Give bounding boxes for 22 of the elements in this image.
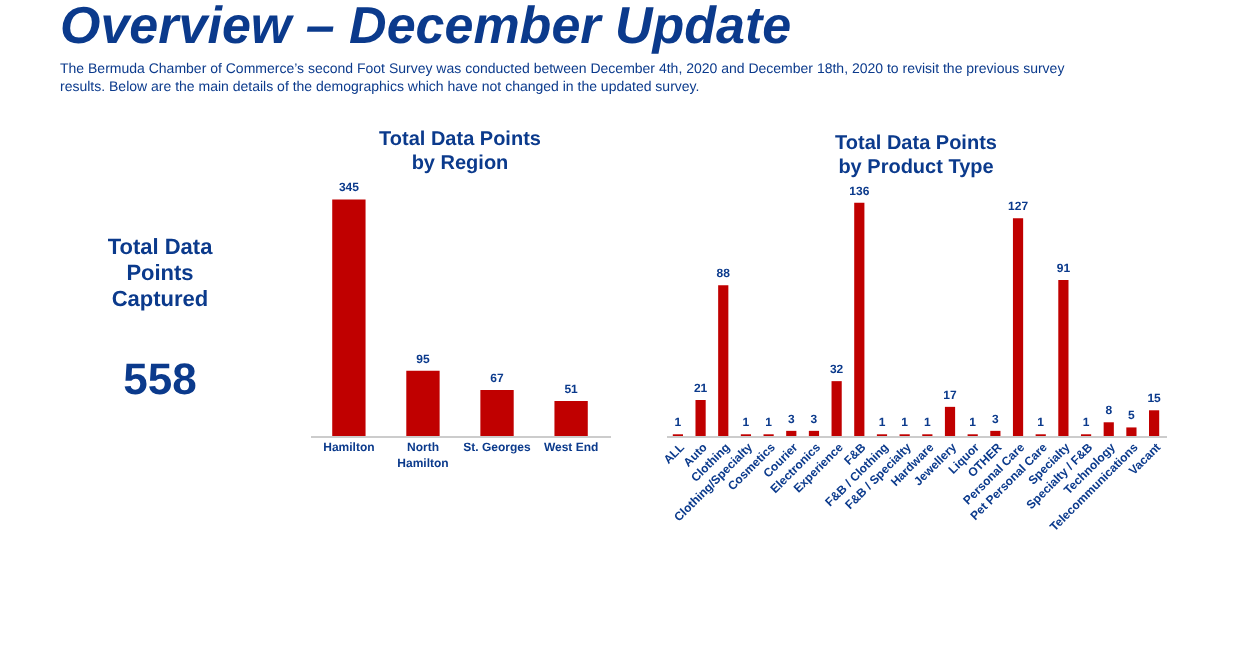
- text: Overview – December Update: [60, 0, 792, 56]
- bar: [1103, 422, 1114, 436]
- bar: [1126, 427, 1137, 436]
- bar: [695, 400, 706, 436]
- bar: [718, 285, 729, 436]
- bar: [480, 390, 514, 436]
- bar: [1058, 280, 1069, 436]
- bar: [854, 202, 865, 436]
- bar: [332, 199, 366, 436]
- text: Total Data Points Captured: [107, 236, 215, 312]
- text: 558: [123, 354, 197, 404]
- bar: [808, 430, 820, 436]
- bar: [1148, 410, 1160, 436]
- bar: [554, 401, 588, 436]
- bar: [831, 381, 842, 436]
- bar: [786, 430, 797, 436]
- chart-title: Total Data Points by Region: [379, 129, 542, 176]
- bar: [406, 370, 440, 436]
- bar: [1012, 218, 1024, 436]
- chart-title: Total Data Points by Product Type: [835, 132, 998, 179]
- bar: [990, 430, 1001, 436]
- bar: [944, 406, 956, 436]
